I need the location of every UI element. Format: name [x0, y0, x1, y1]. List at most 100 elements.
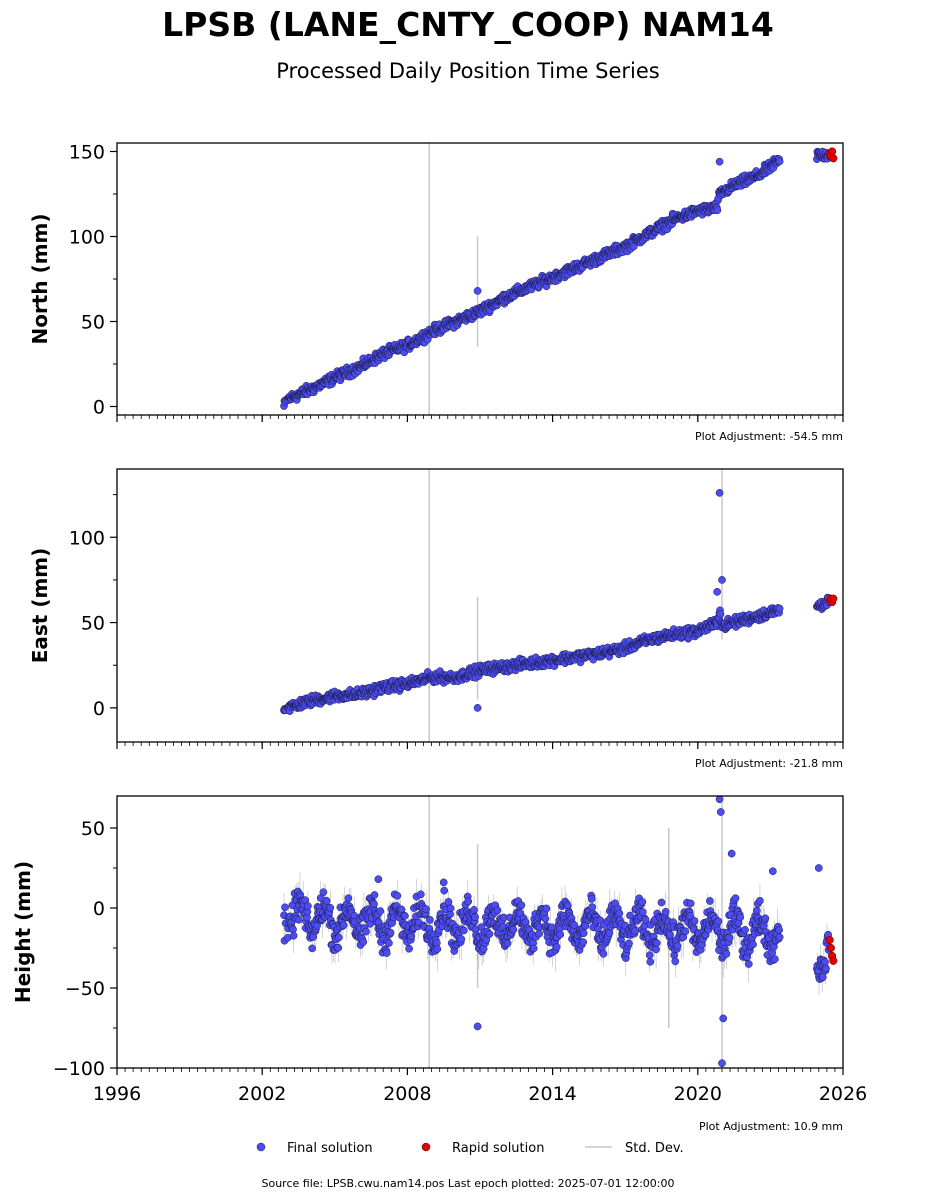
final-solution-point [641, 915, 650, 924]
final-solution-point [822, 964, 830, 973]
final-solution-point [473, 704, 482, 712]
final-solution-point [393, 891, 402, 900]
final-solution-point [439, 878, 448, 887]
panel-plot-area [280, 469, 838, 742]
x-tick-label: 2026 [819, 1083, 867, 1105]
final-solution-point [517, 901, 526, 910]
final-solution-point [731, 894, 740, 903]
final-solution-point [666, 931, 674, 939]
final-solution-point [814, 864, 823, 872]
final-solution-point [690, 917, 699, 925]
final-solution-point [646, 957, 655, 966]
legend-rapid-marker [421, 1142, 431, 1152]
final-solution-point [416, 890, 425, 899]
legend: Final solution Rapid solution Std. Dev. [256, 1141, 684, 1156]
final-solution-point [370, 900, 378, 909]
final-solution-point [376, 907, 385, 915]
final-solution-point [652, 939, 661, 947]
final-solution-point [470, 906, 478, 914]
final-solution-point [457, 935, 466, 943]
final-solution-point [686, 899, 695, 908]
final-solution-point [671, 957, 680, 966]
final-solution-point [471, 913, 479, 922]
final-solution-point [818, 973, 827, 981]
final-solution-point [570, 921, 578, 929]
y-tick-label: 0 [93, 898, 105, 920]
final-solution-point [722, 950, 731, 958]
final-solution-point [661, 907, 670, 916]
final-solution-point [715, 796, 724, 804]
final-solution-point [334, 943, 343, 952]
final-solution-point [706, 897, 714, 905]
x-tick-label: 2002 [238, 1083, 286, 1105]
final-solution-point [400, 911, 409, 920]
rapid-solution-point [828, 147, 837, 156]
final-solution-point [295, 915, 303, 924]
final-solution-point [485, 930, 494, 938]
final-solution-point [588, 903, 597, 911]
final-solution-point [741, 926, 749, 934]
final-solution-point [362, 927, 370, 936]
final-solution-point [771, 955, 779, 963]
final-solution-point [440, 886, 449, 895]
final-solution-point [493, 906, 502, 915]
final-solution-point [422, 905, 430, 913]
final-solution-point [638, 908, 647, 916]
final-solution-point [304, 902, 312, 910]
final-solution-point [615, 909, 624, 918]
final-solution-point [460, 926, 468, 935]
panel-2: 0 50 100 East (mm) Plot Adjustment: -21.8 mm [28, 468, 844, 770]
final-solution-point [444, 898, 453, 906]
final-solution-point [473, 287, 482, 295]
final-solution-point [714, 917, 723, 926]
final-solution-point [626, 911, 634, 920]
chart-title: LPSB (LANE_CNTY_COOP) NAM14 [162, 5, 774, 44]
legend-std-label: Std. Dev. [625, 1141, 684, 1156]
legend-final-marker [256, 1142, 266, 1152]
final-solution-point [713, 588, 722, 596]
final-solution-point [775, 604, 784, 613]
final-solution-point [713, 206, 722, 215]
final-solution-point [775, 933, 784, 942]
final-solution-point [535, 929, 543, 938]
final-solution-point [821, 958, 829, 967]
final-solution-point [744, 960, 753, 968]
y-tick-label: 0 [93, 397, 105, 419]
final-solution-point [736, 913, 745, 922]
final-solution-point [446, 904, 455, 913]
final-solution-point [579, 929, 588, 938]
legend-rapid-label: Rapid solution [452, 1141, 544, 1156]
y-tick-label: 50 [81, 818, 105, 840]
final-solution-point [768, 867, 777, 876]
plot-adjustment-label: Plot Adjustment: -54.5 mm [695, 430, 843, 443]
final-solution-point [556, 930, 565, 939]
final-solution-point [319, 888, 328, 897]
x-tick-label: 2020 [674, 1083, 722, 1105]
final-solution-point [756, 896, 764, 905]
final-solution-point [638, 898, 647, 906]
final-solution-point [426, 916, 434, 924]
final-solution-point [727, 849, 736, 858]
y-tick-label: 50 [81, 312, 105, 334]
final-solution-point [322, 896, 331, 905]
final-solution-point [382, 949, 391, 957]
final-solution-point [344, 894, 353, 903]
panel-plot-area [280, 796, 838, 1068]
final-solution-point [716, 808, 725, 816]
y-axis-label: North (mm) [28, 213, 52, 344]
final-solution-point [503, 939, 512, 948]
final-solution-point [405, 944, 413, 953]
final-solution-point [579, 938, 588, 946]
panel-1: 0 50 100 150 North (mm) Plot Adjustment: -54.… [28, 142, 844, 443]
final-solution-point [775, 157, 784, 166]
y-axis-label: Height (mm) [11, 861, 35, 1003]
final-solution-point [289, 931, 298, 940]
final-solution-point [359, 938, 368, 946]
final-solution-point [482, 935, 491, 944]
rapid-solution-point [826, 943, 835, 953]
y-tick-label: −50 [65, 978, 105, 1000]
final-solution-point [541, 914, 550, 923]
panel-3: −100 −50 0 50 1996 2002 2008 2014 2020 2026 Height… [11, 795, 867, 1133]
x-tick-label: 1996 [93, 1083, 141, 1105]
